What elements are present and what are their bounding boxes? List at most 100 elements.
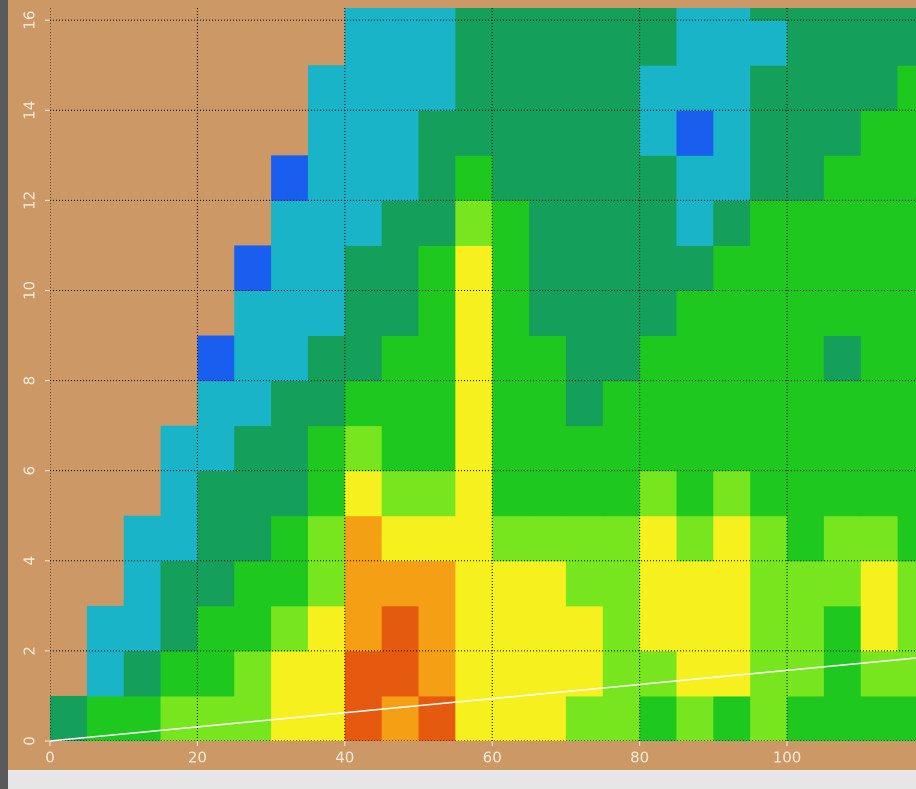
cell xyxy=(750,696,787,742)
cell xyxy=(824,245,861,291)
cell xyxy=(197,651,234,697)
cell xyxy=(898,696,916,742)
cell xyxy=(640,110,677,156)
y-tick-label: 6 xyxy=(21,466,39,476)
cell xyxy=(640,471,677,517)
cell xyxy=(419,290,456,336)
cell xyxy=(787,426,824,472)
cell xyxy=(197,561,234,607)
cell xyxy=(824,471,861,517)
cell xyxy=(161,651,198,697)
cell xyxy=(676,336,713,382)
cell xyxy=(603,290,640,336)
y-tick-label: 10 xyxy=(21,281,39,300)
cell xyxy=(603,155,640,201)
cell xyxy=(529,110,566,156)
cell xyxy=(824,426,861,472)
cell xyxy=(419,155,456,201)
cell xyxy=(455,110,492,156)
cell xyxy=(640,426,677,472)
cell xyxy=(824,651,861,697)
cell xyxy=(308,65,345,111)
cell xyxy=(382,290,419,336)
cell xyxy=(382,606,419,652)
cell xyxy=(824,696,861,742)
cell xyxy=(529,290,566,336)
cell xyxy=(566,336,603,382)
cell xyxy=(750,561,787,607)
cell xyxy=(824,381,861,427)
cell xyxy=(308,381,345,427)
cell xyxy=(529,561,566,607)
cell xyxy=(566,471,603,517)
cell xyxy=(566,245,603,291)
cell xyxy=(898,516,916,562)
cell xyxy=(750,336,787,382)
y-tick-label: 4 xyxy=(21,556,39,566)
cell xyxy=(382,155,419,201)
cell xyxy=(455,155,492,201)
cell xyxy=(861,290,898,336)
cell xyxy=(898,471,916,517)
y-tick-label: 12 xyxy=(21,191,39,210)
cell xyxy=(824,516,861,562)
cell xyxy=(603,110,640,156)
cell xyxy=(382,110,419,156)
y-tick-label: 8 xyxy=(21,376,39,386)
cell xyxy=(713,245,750,291)
cell xyxy=(492,471,529,517)
cell xyxy=(566,65,603,111)
cell xyxy=(750,516,787,562)
cell xyxy=(234,381,271,427)
cell xyxy=(308,290,345,336)
cell xyxy=(382,516,419,562)
cell xyxy=(750,471,787,517)
cell xyxy=(898,200,916,246)
cell xyxy=(382,471,419,517)
cell xyxy=(124,561,161,607)
cell xyxy=(787,336,824,382)
cell xyxy=(824,20,861,66)
cell xyxy=(345,200,382,246)
cell xyxy=(676,696,713,742)
cell xyxy=(640,516,677,562)
cell xyxy=(455,426,492,472)
cell xyxy=(345,381,382,427)
cell xyxy=(234,696,271,742)
cell xyxy=(676,426,713,472)
cell xyxy=(455,696,492,742)
cell xyxy=(492,606,529,652)
cell xyxy=(419,245,456,291)
cell xyxy=(676,20,713,66)
cell xyxy=(713,381,750,427)
cell xyxy=(345,336,382,382)
cell xyxy=(492,381,529,427)
cell xyxy=(382,20,419,66)
cell xyxy=(492,426,529,472)
cell xyxy=(824,110,861,156)
cell xyxy=(640,20,677,66)
cell xyxy=(308,516,345,562)
cell xyxy=(382,696,419,742)
cell xyxy=(898,426,916,472)
cell xyxy=(345,290,382,336)
cell xyxy=(492,110,529,156)
cell xyxy=(787,696,824,742)
cell xyxy=(382,336,419,382)
cell xyxy=(640,245,677,291)
cell xyxy=(713,561,750,607)
cell xyxy=(713,200,750,246)
cell xyxy=(345,516,382,562)
cell xyxy=(308,426,345,472)
cell xyxy=(750,290,787,336)
x-tick-label: 40 xyxy=(335,749,354,767)
cell xyxy=(861,471,898,517)
cell xyxy=(197,426,234,472)
cell xyxy=(345,606,382,652)
cell xyxy=(676,200,713,246)
cell xyxy=(603,20,640,66)
cell xyxy=(676,381,713,427)
cell xyxy=(492,561,529,607)
cell xyxy=(713,110,750,156)
cell xyxy=(898,65,916,111)
